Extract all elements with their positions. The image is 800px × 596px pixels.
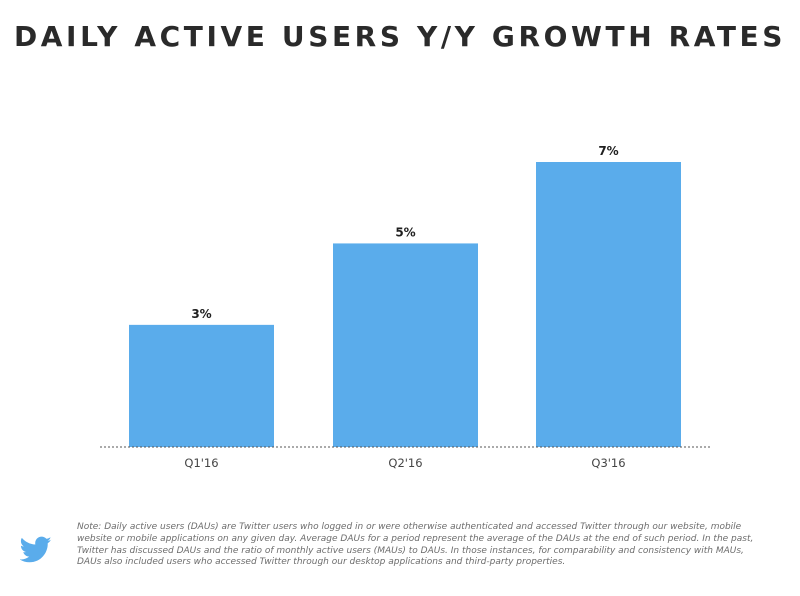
twitter-bird-icon [20, 536, 52, 563]
bar-value-label-2: 5% [395, 225, 415, 239]
bars-group: 3% Q1'16 5% Q2'16 7% Q3'16 [129, 144, 681, 470]
bar-3 [536, 162, 681, 447]
x-tick-label-3: Q3'16 [591, 456, 625, 470]
chart-title: DAILY ACTIVE USERS Y/Y GROWTH RATES [13, 20, 787, 53]
footnote: Note: Daily active users (DAUs) are Twit… [77, 522, 754, 568]
bar-1 [129, 324, 274, 447]
bar-chart: 3% Q1'16 5% Q2'16 7% Q3'16 [100, 144, 712, 470]
x-tick-label-2: Q2'16 [388, 456, 422, 470]
bar-2 [333, 243, 478, 447]
bar-value-label-1: 3% [191, 307, 211, 321]
x-tick-label-1: Q1'16 [184, 456, 218, 470]
bar-value-label-3: 7% [598, 144, 618, 158]
